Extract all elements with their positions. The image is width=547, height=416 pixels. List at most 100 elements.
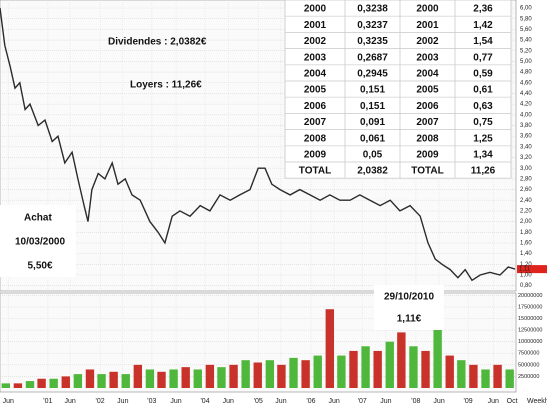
table-cell-text: 0,3238	[357, 4, 388, 15]
y-tick-label: 1,20	[520, 262, 532, 268]
y-tick-label: 4,60	[520, 80, 532, 86]
table-cell-text: 0,75	[473, 117, 493, 128]
volume-bar	[289, 357, 298, 388]
table-cell-text: 0,3235	[357, 36, 388, 47]
table-cell-text: 0,151	[360, 85, 385, 96]
volume-bar	[109, 371, 118, 388]
y-tick-label: 3,00	[520, 166, 532, 172]
volume-bar	[457, 360, 466, 388]
y-tick-label: 5,20	[520, 48, 532, 54]
table-cell-text: 2000	[304, 4, 327, 15]
table-cell-text: 2001	[304, 20, 327, 31]
volume-bar	[193, 369, 202, 388]
table-cell-text: 2006	[416, 101, 439, 112]
volume-bar	[145, 369, 155, 388]
table-cell-text: 0,59	[473, 69, 493, 80]
y-tick-label: 1,60	[520, 241, 532, 247]
volume-bar	[325, 309, 334, 388]
volume-bar	[169, 369, 178, 388]
buy-note: 10/03/2000	[15, 237, 65, 248]
volume-bar	[265, 360, 275, 388]
volume-bar	[397, 332, 406, 388]
table-cell-text: 0,091	[360, 117, 385, 128]
table-cell-text: 0,77	[473, 52, 493, 63]
table-cell-text: 2004	[416, 69, 439, 80]
x-tick-label: '06	[306, 398, 315, 405]
volume-bar	[181, 367, 190, 388]
table-cell-text: 2009	[416, 150, 439, 161]
table-cell-text: TOTAL	[411, 166, 443, 177]
table-cell-text: 0,63	[473, 101, 493, 112]
table-cell-text: 1,54	[473, 36, 493, 47]
y-tick-label: 5,80	[520, 16, 532, 22]
x-tick-label: Jun	[328, 398, 339, 405]
volume-tick-label: 2500000	[518, 374, 539, 380]
volume-bar	[1, 383, 10, 388]
volume-bar	[73, 374, 83, 388]
last-price-box	[517, 265, 547, 274]
table-cell-text: 2007	[416, 117, 439, 128]
table-cell-text: 2008	[416, 133, 439, 144]
y-tick-label: 1,00	[520, 273, 532, 279]
volume-bar	[121, 374, 130, 388]
y-tick-label: 2,20	[520, 208, 532, 214]
x-tick-label: Jun	[170, 398, 181, 405]
y-tick-label: 5,00	[520, 59, 532, 65]
y-tick-label: 3,40	[520, 144, 532, 150]
current-box	[374, 285, 444, 330]
period-label: Weekly	[527, 398, 547, 405]
volume-bar	[25, 381, 35, 388]
y-tick-label: 4,80	[520, 70, 532, 76]
dividends-note: Dividendes : 2,0382€	[108, 37, 207, 48]
volume-bar	[421, 350, 430, 388]
x-tick-label: '01	[43, 398, 52, 405]
table-cell	[454, 161, 512, 179]
buy-note: Achat	[24, 213, 52, 224]
table-cell-text: 0,151	[360, 101, 385, 112]
y-tick-label: 2,00	[520, 219, 532, 225]
x-tick-label: '02	[96, 398, 105, 405]
y-tick-label: 0,80	[520, 283, 532, 289]
x-tick-label: '08	[411, 398, 420, 405]
volume-bar	[409, 346, 418, 388]
table-cell-text: 2003	[416, 52, 439, 63]
volume-tick-label: 15000000	[518, 316, 542, 322]
volume-tick-label: 20000000	[518, 293, 542, 299]
volume-bar	[85, 369, 95, 388]
table-cell-text: 0,061	[360, 133, 385, 144]
volume-bar	[13, 383, 23, 388]
x-tick-label: Oct	[507, 398, 518, 405]
y-tick-label: 6,00	[520, 6, 532, 12]
volume-tick-label: 12500000	[518, 328, 542, 334]
volume-bar	[217, 367, 226, 388]
volume-bar	[361, 346, 370, 388]
volume-bar	[469, 364, 478, 388]
table-cell-text: 0,61	[473, 85, 493, 96]
y-tick-label: 2,60	[520, 187, 532, 193]
volume-bar	[49, 378, 58, 388]
table-cell-text: 0,3237	[357, 20, 388, 31]
buy-note: 5,50€	[27, 261, 52, 272]
table-cell-text: 2001	[416, 20, 439, 31]
y-tick-label: 5,40	[520, 38, 532, 44]
table-cell-text: 0,2945	[357, 69, 388, 80]
table-cell-text: TOTAL	[299, 166, 331, 177]
volume-bar	[493, 364, 502, 388]
y-tick-label: 3,60	[520, 134, 532, 140]
table-cell-text: 0,05	[363, 150, 383, 161]
volume-bar	[253, 362, 262, 388]
y-tick-label: 4,00	[520, 112, 532, 118]
volume-bar	[373, 350, 382, 388]
x-tick-label: '04	[200, 398, 209, 405]
volume-bar	[97, 374, 106, 388]
x-tick-label: Jun	[117, 398, 128, 405]
table-cell-text: 2009	[304, 150, 327, 161]
table-cell-text: 2,0382	[357, 166, 388, 177]
volume-bar	[37, 378, 46, 388]
table-bg	[284, 0, 512, 179]
x-tick-label: Jun	[223, 398, 234, 405]
volume-bar	[337, 355, 346, 388]
volume-bar	[445, 355, 454, 388]
